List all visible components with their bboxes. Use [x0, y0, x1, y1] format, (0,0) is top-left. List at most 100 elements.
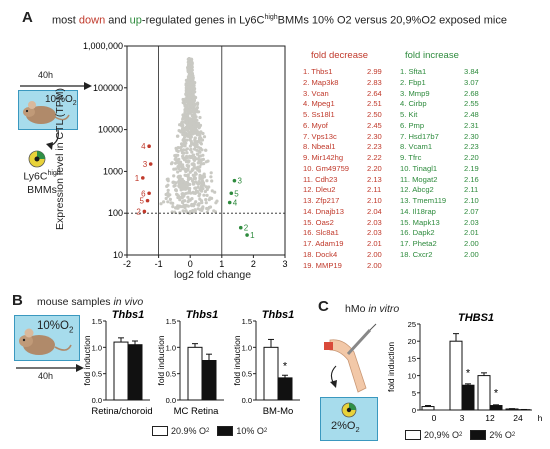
y-tick-label: 0.0 — [242, 396, 252, 405]
gene-point — [203, 189, 207, 194]
gene-point — [192, 158, 197, 162]
bar — [263, 346, 279, 401]
cell-icon-c — [341, 402, 357, 418]
gene-name: 17. Adam19 — [303, 239, 344, 248]
gene-point — [190, 197, 194, 201]
gene-name: 5. Kit — [400, 110, 418, 119]
gene-point — [189, 104, 194, 108]
gene-point — [188, 186, 192, 191]
fold-value: 2.50 — [367, 110, 382, 119]
arrow-40h-b — [16, 364, 84, 372]
gene-point — [196, 161, 200, 165]
x-tick-label: -1 — [155, 259, 163, 268]
gene-point — [191, 153, 196, 157]
gene-point — [196, 132, 200, 136]
y-axis-label: fold induction — [386, 342, 396, 392]
gene-point — [199, 154, 203, 158]
gene-point — [191, 173, 195, 177]
gene-point — [176, 153, 180, 157]
gene-point — [192, 100, 196, 104]
y-tick-label: 1.5 — [242, 317, 252, 326]
gene-point — [199, 142, 203, 146]
fold-value: 2.30 — [367, 131, 382, 141]
gene-point — [183, 144, 187, 148]
gene-point — [209, 175, 213, 179]
fold-value: 2.13 — [367, 174, 382, 184]
y-tick-label: 0.5 — [92, 370, 102, 379]
gene-point — [213, 190, 217, 194]
y-tick-label: 5 — [412, 389, 416, 398]
bar — [201, 360, 217, 401]
gene-point — [184, 106, 188, 110]
y-tick-label: 1000 — [103, 166, 123, 176]
gene-point — [194, 186, 198, 190]
gene-name: 4. Mpeg1 — [303, 99, 335, 109]
gene-point — [165, 184, 169, 188]
decrease-gene-row: 18. Dock4 2.00 — [303, 250, 391, 261]
gene-point — [173, 161, 178, 165]
panel-a-letter: A — [22, 9, 33, 26]
down-gene-label: 3 — [143, 160, 148, 169]
gene-point — [185, 116, 189, 121]
fold-value: 2.10 — [367, 196, 382, 205]
gene-point — [196, 140, 200, 144]
gene-point — [199, 181, 203, 185]
gene-name: 5. Ss18l1 — [303, 110, 335, 119]
gene-point — [204, 148, 208, 152]
gene-point — [183, 173, 187, 177]
x-tick-label: 0 — [432, 413, 437, 423]
gene-point — [181, 117, 185, 121]
gene-point — [206, 207, 210, 211]
gene-point — [188, 107, 192, 111]
gene-name: 1. Thbs1 — [303, 67, 333, 76]
gene-point — [187, 85, 191, 89]
gene-point — [171, 205, 175, 209]
up-gene-point — [245, 233, 249, 237]
up-gene-label: 5 — [234, 189, 239, 198]
gene-name: 6. Myof — [303, 120, 328, 130]
gene-point — [187, 57, 191, 61]
fold-value: 2.64 — [367, 88, 382, 98]
increase-gene-list: 1. Sfta1 3.84 2. Fbp1 3.07 3. Mmp9 2.68 4. Cir… — [400, 67, 488, 261]
gene-point — [199, 162, 203, 166]
gene-point — [201, 175, 205, 180]
decrease-gene-row: 16. Slc8a1 2.03 — [303, 228, 391, 239]
gene-name: 15. Mapk13 — [400, 217, 440, 227]
up-gene-point — [238, 225, 243, 230]
decrease-gene-row: 8. Nbeal1 2.23 — [303, 142, 391, 153]
increase-gene-row: 18. Cxcr2 2.00 — [400, 250, 488, 261]
gene-point — [178, 161, 183, 165]
bar — [187, 346, 203, 401]
gene-point — [191, 168, 195, 172]
y-tick-label: 10 — [408, 372, 416, 381]
bar — [113, 341, 129, 401]
fold-value: 2.19 — [464, 163, 479, 173]
significance-star: * — [283, 360, 288, 372]
gene-point — [174, 167, 178, 171]
gene-point — [193, 130, 197, 134]
fold-value: 2.01 — [367, 239, 382, 248]
gene-point — [176, 146, 180, 150]
gene-point — [191, 162, 195, 166]
gene-point — [182, 203, 186, 208]
chart-title: Thbs1 — [112, 309, 144, 321]
gene-point — [184, 148, 188, 152]
decrease-gene-row: 15. Oas2 2.03 — [303, 218, 391, 229]
gene-point — [184, 99, 188, 104]
fold-value: 2.20 — [367, 163, 382, 173]
gene-name: 7. Hsd17b7 — [400, 131, 439, 141]
gene-point — [192, 182, 196, 186]
gene-point — [186, 173, 190, 177]
gene-point — [188, 70, 192, 74]
gene-point — [202, 135, 207, 139]
gene-point — [192, 127, 196, 131]
fold-value: 2.20 — [464, 153, 479, 162]
gene-point — [179, 205, 183, 209]
gene-point — [189, 134, 193, 138]
bar-chart-thbs1-hmo: THBS1 0 5 10 15 20 25 fold induction 0 3 12 24 h * * — [386, 312, 543, 423]
gene-point — [186, 204, 190, 208]
bar — [127, 344, 143, 401]
